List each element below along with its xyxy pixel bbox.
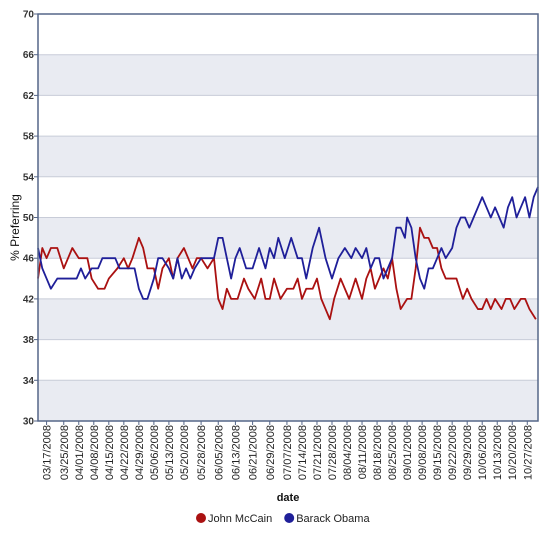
series-line-barack-obama: [37, 186, 539, 300]
y-axis-label: % Preferring: [8, 194, 22, 261]
x-tick-label: 03/25/2008: [59, 425, 71, 480]
y-tick-label: 62: [23, 91, 35, 102]
x-tick-label: 06/21/2008: [248, 425, 260, 480]
grid-band: [38, 298, 538, 340]
x-tick-label: 07/21/2008: [312, 425, 324, 480]
y-tick-label: 46: [23, 254, 35, 265]
x-tick-label: 04/01/2008: [74, 425, 86, 480]
x-tick-label: 07/28/2008: [327, 425, 339, 480]
legend-swatch-john-mccain: [196, 513, 206, 523]
legend-label-john-mccain: John McCain: [208, 513, 272, 525]
series-line-john-mccain: [37, 226, 537, 321]
x-tick-label: 05/20/2008: [179, 425, 191, 480]
x-tick-label: 05/13/2008: [164, 425, 176, 480]
x-tick-label: 10/20/2008: [507, 425, 519, 480]
legend-swatch-barack-obama: [284, 513, 295, 523]
x-tick-label: 09/08/2008: [417, 425, 429, 480]
x-tick-label: 06/29/2008: [265, 425, 277, 480]
x-tick-label: 10/27/2008: [522, 425, 534, 480]
y-tick-label: 54: [23, 172, 35, 183]
x-tick-label: 06/05/2008: [213, 425, 225, 480]
x-axis-ticks: 03/17/2008 03/25/2008 04/01/2008 04/08/2008…: [42, 421, 534, 480]
x-tick-label: 08/11/2008: [357, 425, 369, 479]
grid-band: [38, 258, 538, 299]
y-axis-ticks: 30 34 38 42 46 50 54 58 62 66 70: [23, 10, 38, 428]
x-tick-label: 04/15/2008: [104, 425, 116, 480]
x-tick-label: 05/06/2008: [149, 425, 161, 480]
x-tick-label: 04/22/2008: [119, 425, 131, 480]
x-tick-label: 08/25/2008: [387, 425, 399, 480]
legend-label-barack-obama: Barack Obama: [296, 513, 370, 525]
x-tick-label: 09/22/2008: [447, 425, 459, 480]
y-tick-label: 34: [23, 376, 35, 387]
grid-band: [38, 380, 538, 421]
grid-band: [38, 176, 538, 218]
x-tick-label: 10/06/2008: [477, 425, 489, 480]
y-tick-label: 38: [23, 335, 35, 346]
x-tick-label: 09/01/2008: [402, 425, 414, 480]
y-tick-label: 58: [23, 132, 35, 143]
x-axis-label: date: [277, 492, 300, 504]
y-tick-label: 66: [23, 50, 35, 61]
grid-band: [38, 14, 538, 55]
x-tick-label: 06/13/2008: [230, 425, 242, 480]
x-tick-label: 07/14/2008: [297, 425, 309, 480]
y-tick-label: 70: [23, 10, 35, 21]
x-tick-label: 08/04/2008: [342, 425, 354, 480]
grid-band: [38, 54, 538, 96]
y-tick-label: 50: [23, 213, 35, 224]
grid-band: [38, 95, 538, 137]
x-tick-label: 09/29/2008: [462, 425, 474, 480]
x-tick-label: 03/17/2008: [42, 425, 54, 480]
grid-band: [38, 217, 538, 259]
x-tick-label: 08/18/2008: [372, 425, 384, 480]
legend: John McCain Barack Obama: [196, 513, 370, 525]
x-tick-label: 04/08/2008: [89, 425, 101, 480]
y-tick-label: 30: [23, 417, 35, 428]
x-tick-label: 05/28/2008: [196, 425, 208, 480]
x-tick-label: 09/15/2008: [432, 425, 444, 480]
grid-band: [38, 136, 538, 177]
series-lines: [37, 186, 539, 321]
grid-band: [38, 339, 538, 381]
background-bands: [38, 14, 538, 421]
x-tick-label: 10/13/2008: [492, 425, 504, 480]
y-tick-label: 42: [23, 294, 35, 305]
x-tick-label: 07/07/2008: [282, 425, 294, 480]
x-tick-label: 04/29/2008: [134, 425, 146, 480]
